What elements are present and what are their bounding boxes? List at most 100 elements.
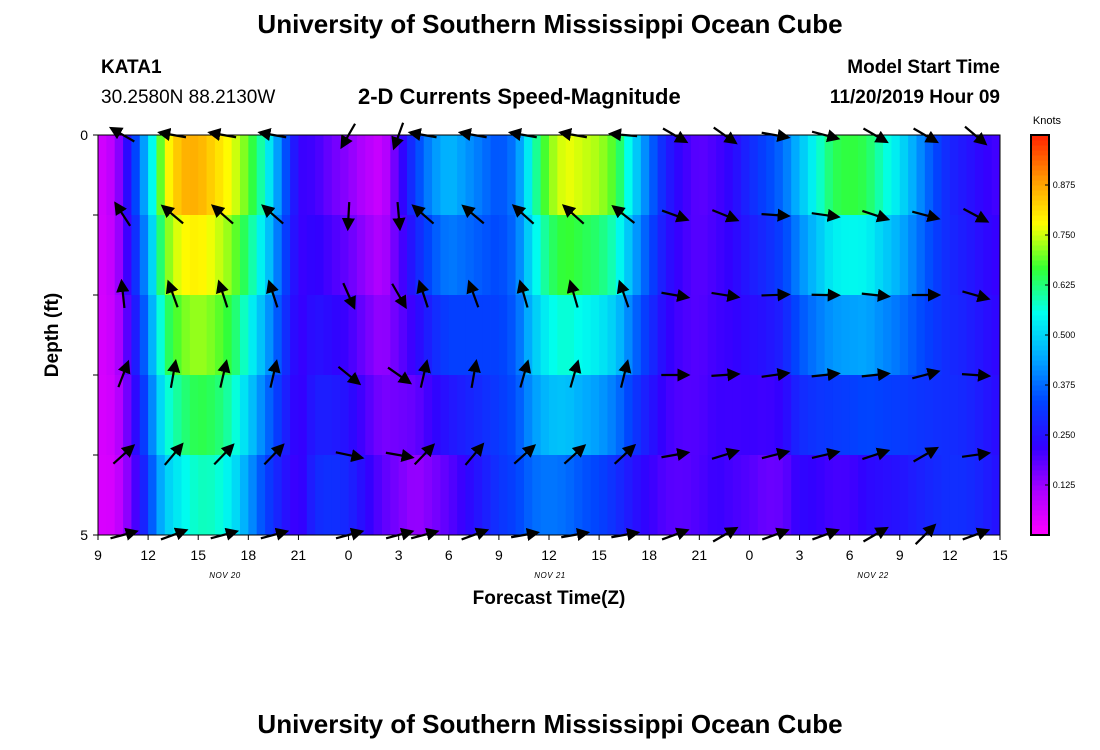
colorbar-segment bbox=[1031, 200, 1049, 206]
heatmap-cell bbox=[991, 215, 1001, 295]
heatmap-cell bbox=[991, 375, 1001, 455]
heatmap-cell bbox=[398, 375, 408, 455]
heatmap-cell bbox=[181, 295, 191, 375]
heatmap-cell bbox=[482, 295, 491, 375]
colorbar-tick-label: 0.750 bbox=[1053, 230, 1076, 240]
heatmap-cell bbox=[189, 375, 199, 455]
colorbar-segment bbox=[1031, 135, 1049, 141]
colorbar-segment bbox=[1031, 330, 1049, 336]
heatmap-cell bbox=[657, 135, 667, 215]
heatmap-cell bbox=[323, 215, 333, 295]
heatmap-cell bbox=[983, 135, 993, 215]
colorbar-segment bbox=[1031, 525, 1049, 531]
colorbar-segment bbox=[1031, 505, 1049, 511]
colorbar-segment bbox=[1031, 490, 1049, 496]
heatmap-cell bbox=[974, 455, 984, 535]
current-vector-arrow bbox=[611, 204, 636, 224]
x-tick-label: 15 bbox=[992, 547, 1008, 563]
heatmap-cell bbox=[590, 455, 600, 535]
heatmap-cell bbox=[599, 295, 608, 375]
current-vector-arrow bbox=[661, 289, 691, 303]
heatmap-cell bbox=[682, 375, 692, 455]
heatmap-cell bbox=[640, 295, 650, 375]
heatmap-cell bbox=[390, 375, 400, 455]
heatmap-cell bbox=[390, 135, 400, 215]
heatmap-cells bbox=[98, 135, 1001, 535]
heatmap-cell bbox=[448, 295, 458, 375]
heatmap-cell bbox=[941, 215, 951, 295]
current-vector-arrow bbox=[761, 368, 791, 382]
heatmap-cell bbox=[448, 135, 458, 215]
heatmap-cell bbox=[849, 215, 859, 295]
colorbar-segment bbox=[1031, 335, 1049, 341]
current-vector-arrow bbox=[261, 204, 284, 225]
colorbar-segment bbox=[1031, 160, 1049, 166]
heatmap-cell bbox=[707, 375, 717, 455]
heatmap-cell bbox=[473, 135, 483, 215]
heatmap-cell bbox=[774, 375, 784, 455]
heatmap-cell bbox=[757, 375, 767, 455]
current-vector-arrow bbox=[711, 209, 740, 223]
colorbar-segment bbox=[1031, 195, 1049, 201]
heatmap-cell bbox=[473, 295, 483, 375]
heatmap-cell bbox=[239, 295, 249, 375]
heatmap-cell bbox=[649, 215, 658, 295]
heatmap-cell bbox=[891, 375, 901, 455]
colorbar-segment bbox=[1031, 455, 1049, 461]
current-vector-arrow bbox=[417, 359, 431, 388]
heatmap-cell bbox=[782, 295, 792, 375]
current-vector-arrow bbox=[711, 368, 741, 382]
heatmap-cell bbox=[615, 215, 625, 295]
heatmap-cell bbox=[858, 455, 867, 535]
heatmap-cell bbox=[791, 295, 800, 375]
heatmap-cell bbox=[933, 375, 942, 455]
heatmap-cell bbox=[173, 455, 182, 535]
heatmap-cell bbox=[273, 455, 283, 535]
heatmap-cell bbox=[189, 135, 199, 215]
heatmap-cell bbox=[724, 375, 734, 455]
x-axis-label: Forecast Time(Z) bbox=[473, 588, 626, 609]
current-vector-arrow bbox=[862, 447, 891, 461]
heatmap-cell bbox=[148, 295, 157, 375]
colorbar-segment bbox=[1031, 405, 1049, 411]
heatmap-cell bbox=[774, 215, 784, 295]
heatmap-cell bbox=[173, 135, 182, 215]
heatmap-cell bbox=[231, 295, 241, 375]
current-vector-arrow bbox=[464, 442, 485, 466]
heatmap-cell bbox=[640, 215, 650, 295]
heatmap-cell bbox=[966, 295, 976, 375]
colorbar-segment bbox=[1031, 185, 1049, 191]
colorbar-segment bbox=[1031, 430, 1049, 436]
heatmap-cell bbox=[423, 375, 433, 455]
heatmap-cell bbox=[582, 215, 592, 295]
heatmap-cell bbox=[557, 375, 567, 455]
colorbar-segment bbox=[1031, 395, 1049, 401]
heatmap-cell bbox=[306, 135, 316, 215]
heatmap-cell bbox=[766, 295, 775, 375]
heatmap-cell bbox=[766, 215, 775, 295]
heatmap-cell bbox=[206, 455, 216, 535]
day-label: NOV 22 bbox=[857, 571, 889, 580]
heatmap-cell bbox=[407, 135, 416, 215]
heatmap-cell bbox=[298, 215, 308, 295]
heatmap-cell bbox=[281, 215, 291, 295]
heatmap-cell bbox=[156, 135, 166, 215]
model-start-label: Model Start Time bbox=[847, 57, 1000, 78]
current-vector-arrow bbox=[618, 359, 632, 388]
current-vector-arrow bbox=[216, 279, 229, 308]
heatmap-cell bbox=[632, 375, 642, 455]
heatmap-cell bbox=[699, 455, 709, 535]
heatmap-cell bbox=[373, 215, 383, 295]
heatmap-cell bbox=[223, 135, 233, 215]
colorbar-segment bbox=[1031, 190, 1049, 196]
heatmap-cell bbox=[164, 215, 174, 295]
heatmap-cell bbox=[741, 455, 750, 535]
heatmap-cell bbox=[707, 215, 717, 295]
heatmap-cell bbox=[415, 455, 425, 535]
heatmap-cell bbox=[356, 135, 366, 215]
heatmap-cell bbox=[782, 455, 792, 535]
heatmap-cell bbox=[557, 215, 567, 295]
colorbar-segment bbox=[1031, 500, 1049, 506]
heatmap-cell bbox=[106, 455, 116, 535]
colorbar-segment bbox=[1031, 320, 1049, 326]
